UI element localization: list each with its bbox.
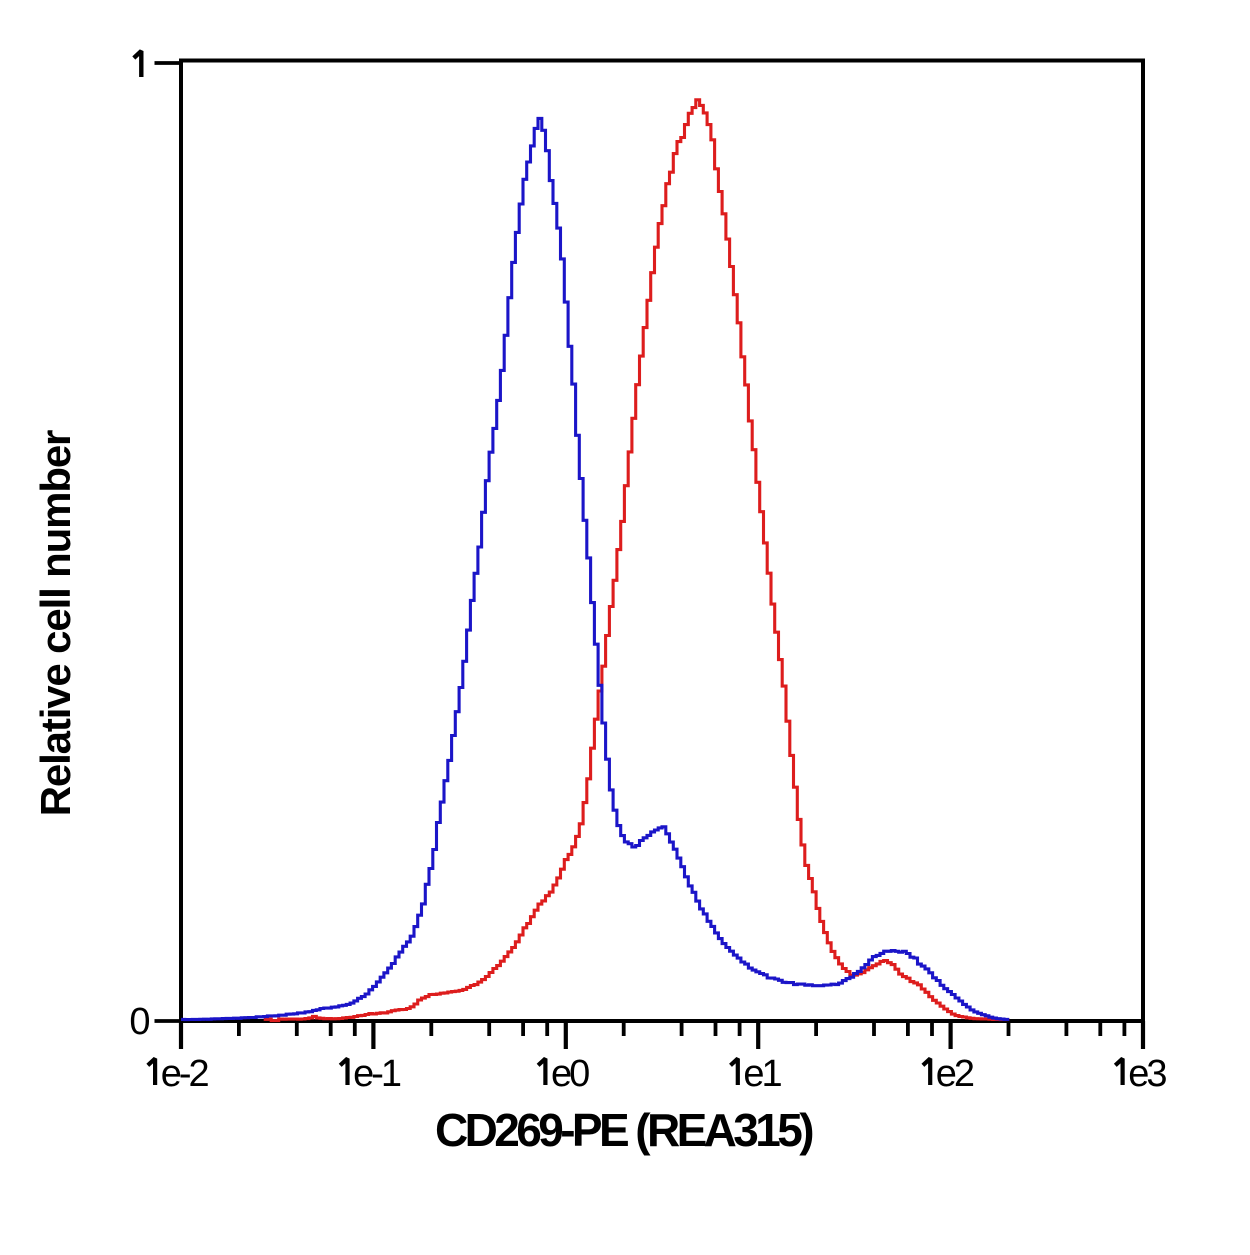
svg-text:e-1: e-1 xyxy=(353,1053,401,1095)
svg-text:e0: e0 xyxy=(551,1053,589,1095)
svg-text:Relative cell number: Relative cell number xyxy=(32,430,79,816)
svg-text:e1: e1 xyxy=(743,1053,781,1095)
svg-text:e2: e2 xyxy=(936,1053,974,1095)
svg-text:CD269-PE (REA315): CD269-PE (REA315) xyxy=(435,1104,813,1156)
svg-text:0: 0 xyxy=(129,1001,150,1043)
svg-text:e3: e3 xyxy=(1128,1053,1166,1095)
svg-text:e-2: e-2 xyxy=(161,1053,209,1095)
